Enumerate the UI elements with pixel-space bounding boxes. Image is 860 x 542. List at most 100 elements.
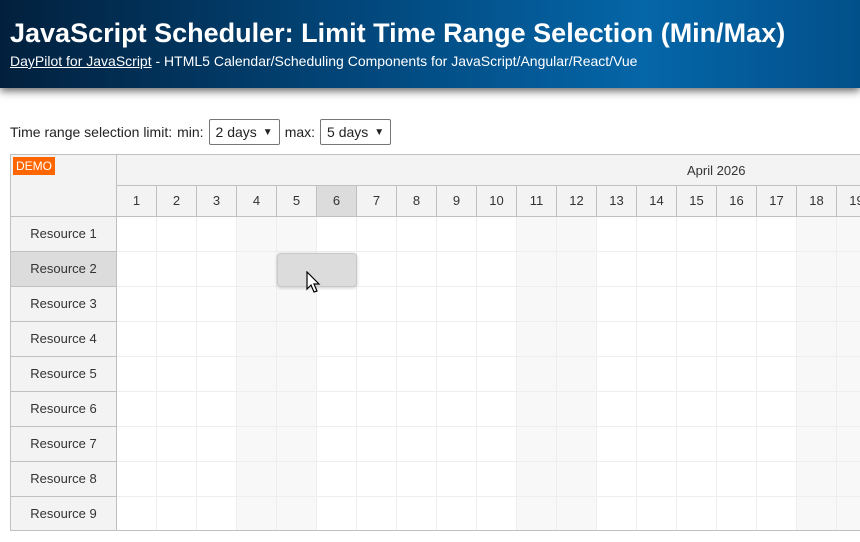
grid-cell[interactable] — [317, 392, 357, 427]
grid-cell[interactable] — [117, 392, 157, 427]
grid-cell[interactable] — [837, 427, 860, 462]
grid-cell[interactable] — [117, 497, 157, 530]
grid-cell[interactable] — [757, 357, 797, 392]
grid-cell[interactable] — [677, 322, 717, 357]
grid-cell[interactable] — [677, 287, 717, 322]
grid-cell[interactable] — [517, 252, 557, 287]
grid-cell[interactable] — [157, 217, 197, 252]
grid-cell[interactable] — [517, 287, 557, 322]
grid-cell[interactable] — [157, 497, 197, 530]
grid-cell[interactable] — [317, 497, 357, 530]
grid-cell[interactable] — [277, 392, 317, 427]
grid-cell[interactable] — [437, 427, 477, 462]
grid-cell[interactable] — [677, 252, 717, 287]
resource-row-header[interactable]: Resource 9 — [11, 497, 117, 530]
resource-row-header[interactable]: Resource 2 — [11, 252, 117, 287]
grid-cell[interactable] — [157, 427, 197, 462]
grid-cell[interactable] — [797, 217, 837, 252]
grid-cell[interactable] — [837, 497, 860, 530]
grid-cell[interactable] — [357, 217, 397, 252]
grid-cell[interactable] — [157, 462, 197, 497]
grid-cell[interactable] — [597, 322, 637, 357]
grid-cell[interactable] — [637, 497, 677, 530]
grid-cell[interactable] — [557, 392, 597, 427]
resource-row-header[interactable]: Resource 8 — [11, 462, 117, 497]
grid-cell[interactable] — [357, 427, 397, 462]
grid-cell[interactable] — [397, 357, 437, 392]
grid-cell[interactable] — [757, 497, 797, 530]
grid-cell[interactable] — [157, 357, 197, 392]
min-select[interactable]: 2 days ▼ — [208, 119, 280, 145]
grid-cell[interactable] — [717, 252, 757, 287]
grid-cell[interactable] — [797, 287, 837, 322]
grid-cell[interactable] — [157, 287, 197, 322]
resource-row-header[interactable]: Resource 7 — [11, 427, 117, 462]
grid-cell[interactable] — [677, 497, 717, 530]
grid-cell[interactable] — [517, 322, 557, 357]
grid-cell[interactable] — [237, 217, 277, 252]
grid-cell[interactable] — [437, 462, 477, 497]
grid-cell[interactable] — [237, 252, 277, 287]
grid-cell[interactable] — [677, 427, 717, 462]
grid-cell[interactable] — [597, 427, 637, 462]
grid-cell[interactable] — [637, 217, 677, 252]
grid-cell[interactable] — [317, 217, 357, 252]
grid-cell[interactable] — [197, 427, 237, 462]
grid-cell[interactable] — [677, 462, 717, 497]
grid-cell[interactable] — [837, 252, 860, 287]
grid-cell[interactable] — [637, 392, 677, 427]
grid-cell[interactable] — [757, 287, 797, 322]
grid-cell[interactable] — [717, 287, 757, 322]
grid-cell[interactable] — [237, 462, 277, 497]
grid-cell[interactable] — [357, 322, 397, 357]
grid-cell[interactable] — [197, 497, 237, 530]
grid-cell[interactable] — [317, 357, 357, 392]
grid-cell[interactable] — [557, 497, 597, 530]
grid-cell[interactable] — [437, 217, 477, 252]
grid-cell[interactable] — [557, 287, 597, 322]
grid-cell[interactable] — [557, 322, 597, 357]
grid-cell[interactable] — [437, 357, 477, 392]
grid-cell[interactable] — [477, 322, 517, 357]
grid-cell[interactable] — [717, 357, 757, 392]
grid-cell[interactable] — [117, 252, 157, 287]
resource-row-header[interactable]: Resource 6 — [11, 392, 117, 427]
grid-cell[interactable] — [277, 322, 317, 357]
grid-cell[interactable] — [797, 497, 837, 530]
resource-row-header[interactable]: Resource 4 — [11, 322, 117, 357]
grid-cell[interactable] — [797, 357, 837, 392]
grid-cell[interactable] — [157, 322, 197, 357]
grid-cell[interactable] — [717, 462, 757, 497]
grid-cell[interactable] — [197, 252, 237, 287]
grid-cell[interactable] — [237, 357, 277, 392]
grid-cell[interactable] — [517, 392, 557, 427]
grid-cell[interactable] — [837, 392, 860, 427]
grid-cell[interactable] — [597, 462, 637, 497]
grid-cell[interactable] — [677, 392, 717, 427]
grid-cell[interactable] — [757, 392, 797, 427]
resource-row-header[interactable]: Resource 1 — [11, 217, 117, 252]
grid-cell[interactable] — [717, 392, 757, 427]
grid-cell[interactable] — [237, 287, 277, 322]
grid-cell[interactable] — [517, 217, 557, 252]
grid-cell[interactable] — [757, 462, 797, 497]
grid-cell[interactable] — [797, 462, 837, 497]
daypilot-link[interactable]: DayPilot for JavaScript — [10, 53, 152, 69]
grid-cell[interactable] — [597, 357, 637, 392]
grid-cell[interactable] — [517, 427, 557, 462]
grid-cell[interactable] — [277, 462, 317, 497]
grid-cell[interactable] — [757, 252, 797, 287]
grid-cell[interactable] — [357, 497, 397, 530]
grid-cell[interactable] — [477, 287, 517, 322]
grid-cell[interactable] — [557, 427, 597, 462]
grid-cell[interactable] — [597, 217, 637, 252]
grid-cell[interactable] — [397, 427, 437, 462]
grid-cell[interactable] — [397, 252, 437, 287]
grid-cell[interactable] — [397, 287, 437, 322]
grid-cell[interactable] — [397, 462, 437, 497]
grid-cell[interactable] — [397, 322, 437, 357]
grid-cell[interactable] — [117, 357, 157, 392]
grid-cell[interactable] — [597, 287, 637, 322]
grid-cell[interactable] — [357, 357, 397, 392]
grid-cell[interactable] — [477, 462, 517, 497]
